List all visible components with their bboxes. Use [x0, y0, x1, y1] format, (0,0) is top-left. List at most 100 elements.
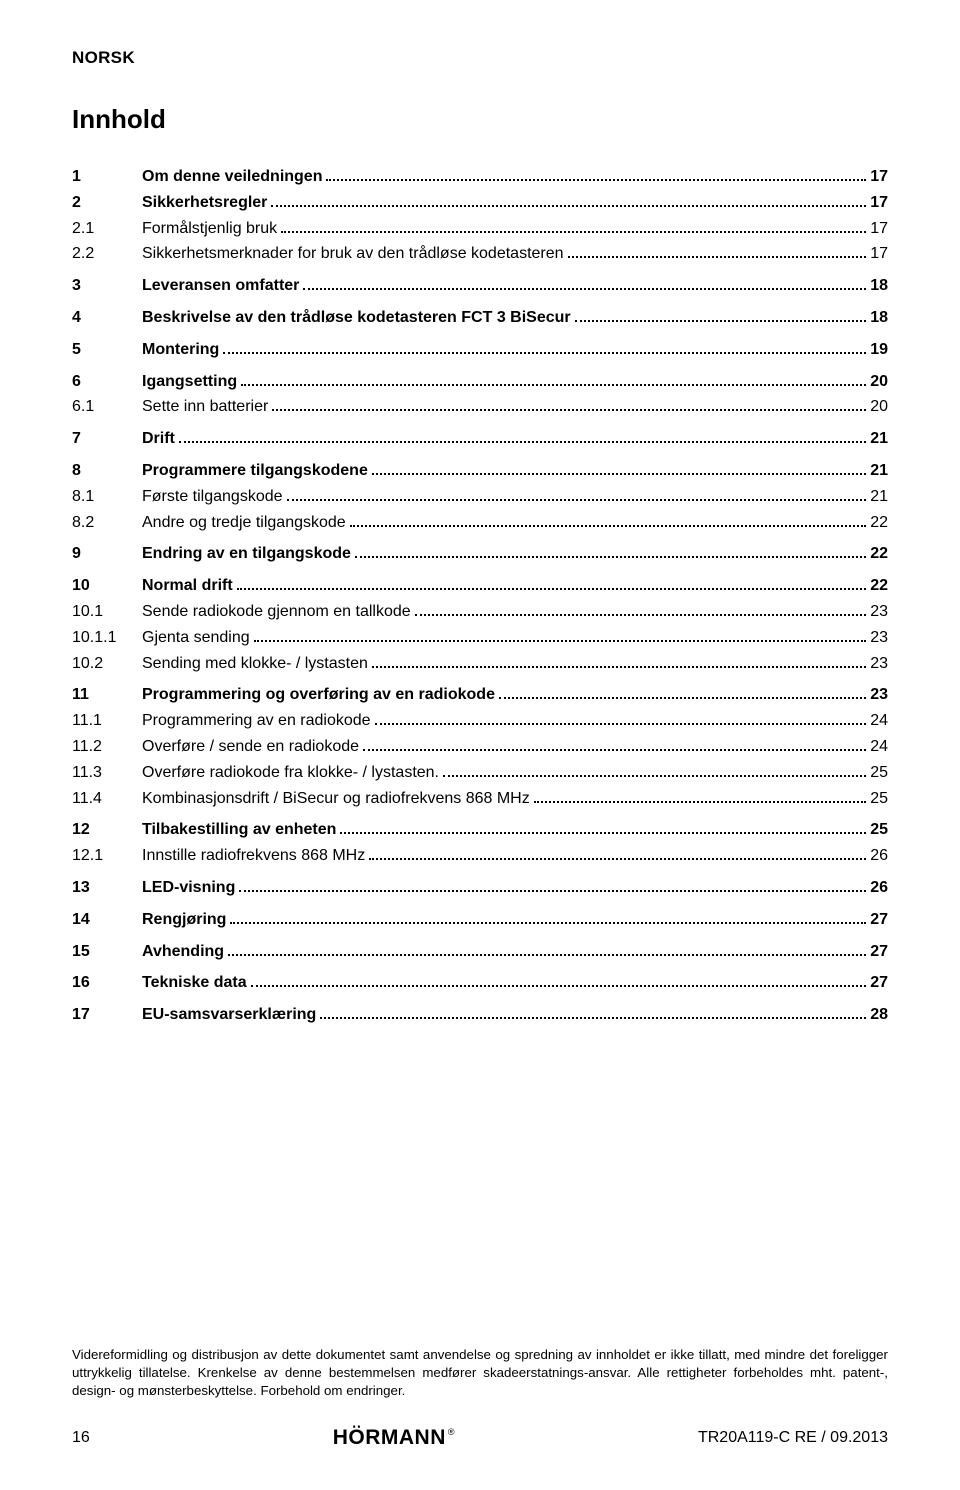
toc-leader [499, 685, 866, 699]
toc-number: 8.2 [72, 511, 142, 536]
toc-number: 8.1 [72, 485, 142, 510]
toc-number: 10.2 [72, 652, 142, 677]
toc-number: 7 [72, 427, 142, 452]
toc-leader [350, 512, 867, 526]
toc-leader [287, 486, 867, 500]
toc-label: Programmering og overføring av en radiok… [142, 683, 495, 708]
toc-label: Kombinasjonsdrift / BiSecur og radiofrek… [142, 787, 530, 812]
toc-number: 4 [72, 306, 142, 331]
toc-row: 17EU-samsvarserklæring28 [72, 1003, 888, 1028]
toc-label: Rengjøring [142, 908, 226, 933]
toc-label: Første tilgangskode [142, 485, 283, 510]
toc-leader [228, 941, 866, 955]
toc-leader [230, 909, 866, 923]
toc-row: 8Programmere tilgangskodene21 [72, 459, 888, 484]
footer-brand-logo: HÖRMANN ® [333, 1426, 455, 1450]
toc-page: 24 [870, 709, 888, 734]
toc-label: Programmering av en radiokode [142, 709, 371, 734]
toc-number: 6 [72, 370, 142, 395]
toc-leader [272, 397, 866, 411]
toc-number: 11.1 [72, 709, 142, 734]
toc-leader [281, 218, 866, 232]
toc-row: 12Tilbakestilling av enheten25 [72, 818, 888, 843]
toc-label: Innstille radiofrekvens 868 MHz [142, 844, 365, 869]
toc-row: 13LED-visning26 [72, 876, 888, 901]
copyright-disclaimer: Videreformidling og distribusjon av dett… [72, 1346, 888, 1400]
toc-row: 11.1Programmering av en radiokode 24 [72, 709, 888, 734]
toc-number: 6.1 [72, 395, 142, 420]
toc-leader [340, 820, 866, 834]
toc-label: Leveransen omfatter [142, 274, 299, 299]
toc-page: 18 [870, 306, 888, 331]
toc-label: Avhending [142, 940, 224, 965]
toc-row: 7Drift21 [72, 427, 888, 452]
toc-number: 2 [72, 191, 142, 216]
toc-page: 22 [870, 511, 888, 536]
title: Innhold [72, 104, 888, 135]
toc-number: 11.2 [72, 735, 142, 760]
footer-brand-text: HÖRMANN [333, 1426, 446, 1450]
toc-page: 23 [870, 683, 888, 708]
toc-label: Sikkerhetsmerknader for bruk av den tråd… [142, 242, 564, 267]
toc-number: 2.2 [72, 242, 142, 267]
trademark-icon: ® [448, 1427, 455, 1437]
toc-label: Tekniske data [142, 971, 247, 996]
toc-label: Programmere tilgangskodene [142, 459, 368, 484]
toc-row: 11.3Overføre radiokode fra klokke- / lys… [72, 761, 888, 786]
toc-label: Sending med klokke- / lystasten [142, 652, 368, 677]
toc-page: 23 [870, 652, 888, 677]
toc-row: 15Avhending27 [72, 940, 888, 965]
toc-page: 24 [870, 735, 888, 760]
toc-row: 2Sikkerhetsregler 17 [72, 191, 888, 216]
toc-number: 2.1 [72, 217, 142, 242]
toc-label: Beskrivelse av den trådløse kodetasteren… [142, 306, 571, 331]
toc-row: 4Beskrivelse av den trådløse kodetastere… [72, 306, 888, 331]
toc-leader [355, 544, 866, 558]
toc-row: 1Om denne veiledningen17 [72, 165, 888, 190]
toc-page: 20 [870, 370, 888, 395]
toc-label: Gjenta sending [142, 626, 250, 651]
toc-label: Andre og tredje tilgangskode [142, 511, 346, 536]
toc-number: 5 [72, 338, 142, 363]
toc-number: 3 [72, 274, 142, 299]
toc-leader [415, 602, 867, 616]
toc-row: 10.1.1Gjenta sending23 [72, 626, 888, 651]
toc-page: 23 [870, 600, 888, 625]
footer-doc-id: TR20A119-C RE / 09.2013 [698, 1429, 888, 1447]
toc-page: 17 [870, 191, 888, 216]
toc-number: 10.1 [72, 600, 142, 625]
toc-row: 3Leveransen omfatter 18 [72, 274, 888, 299]
toc-page: 21 [870, 485, 888, 510]
toc-row: 11.4Kombinasjonsdrift / BiSecur og radio… [72, 787, 888, 812]
toc-page: 17 [870, 165, 888, 190]
toc-leader [568, 244, 867, 258]
toc-page: 26 [870, 876, 888, 901]
toc-leader [237, 576, 867, 590]
toc-page: 25 [870, 761, 888, 786]
table-of-contents: 1Om denne veiledningen172Sikkerhetsregle… [72, 165, 888, 1028]
toc-page: 17 [870, 242, 888, 267]
toc-row: 10Normal drift22 [72, 574, 888, 599]
toc-row: 5Montering19 [72, 338, 888, 363]
toc-label: Formålstjenlig bruk [142, 217, 277, 242]
toc-page: 23 [870, 626, 888, 651]
toc-row: 16Tekniske data27 [72, 971, 888, 996]
toc-page: 22 [870, 542, 888, 567]
toc-page: 22 [870, 574, 888, 599]
toc-leader [239, 878, 866, 892]
toc-label: LED-visning [142, 876, 235, 901]
toc-page: 18 [870, 274, 888, 299]
toc-page: 27 [870, 971, 888, 996]
toc-label: Tilbakestilling av enheten [142, 818, 336, 843]
toc-leader [375, 711, 867, 725]
toc-label: Sette inn batterier [142, 395, 268, 420]
toc-number: 17 [72, 1003, 142, 1028]
toc-leader [241, 371, 866, 385]
toc-row: 12.1Innstille radiofrekvens 868 MHz26 [72, 844, 888, 869]
toc-number: 12 [72, 818, 142, 843]
toc-page: 27 [870, 940, 888, 965]
toc-label: Sikkerhetsregler [142, 191, 267, 216]
toc-page: 20 [870, 395, 888, 420]
toc-row: 14Rengjøring27 [72, 908, 888, 933]
toc-label: Om denne veiledningen [142, 165, 322, 190]
